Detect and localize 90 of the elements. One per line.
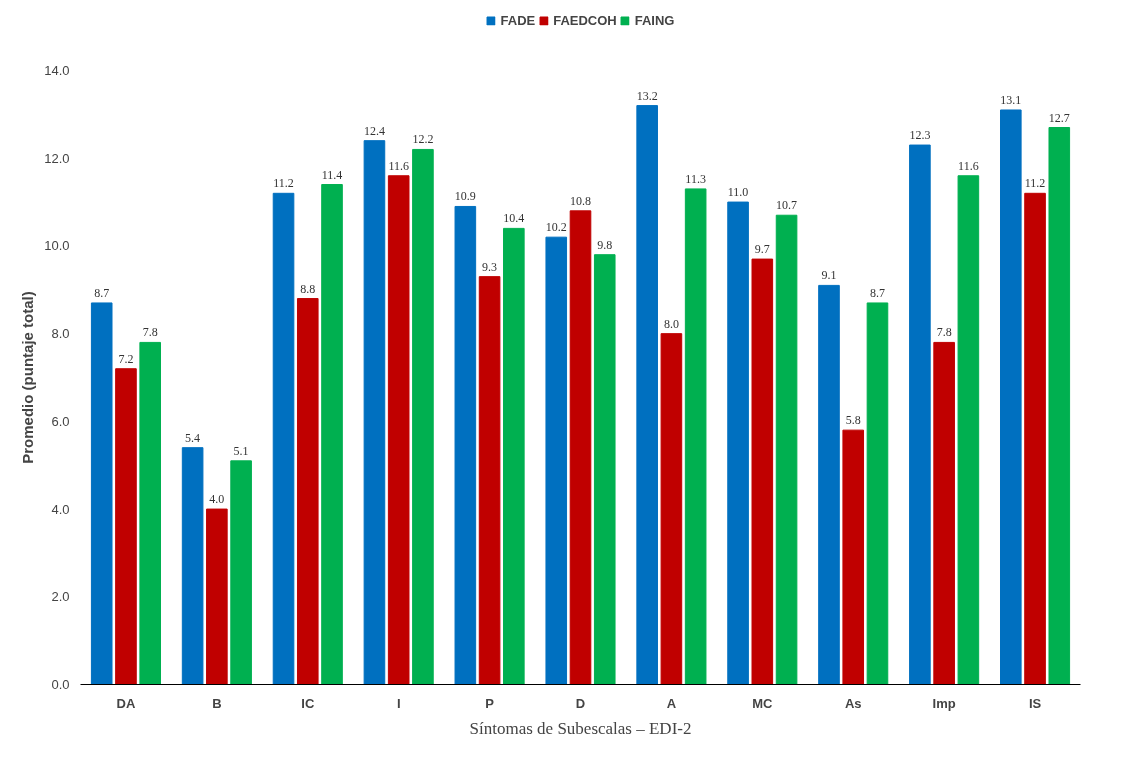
- bar: [181, 447, 204, 685]
- bar: [957, 175, 980, 685]
- data-label: 11.6: [388, 158, 409, 173]
- bar: [593, 254, 616, 685]
- bar: [230, 460, 252, 685]
- y-tick-label: 8.0: [51, 326, 70, 342]
- data-label: 13.2: [636, 88, 658, 103]
- data-label: 5.8: [845, 413, 861, 428]
- bar: [727, 201, 749, 685]
- bar: [363, 140, 386, 685]
- bar: [90, 302, 113, 685]
- y-axis-title: Promedio (puntaje total): [19, 291, 37, 464]
- data-label: 7.8: [936, 325, 952, 340]
- y-tick-label: 4.0: [51, 501, 70, 517]
- x-tick-label: As: [844, 695, 862, 711]
- bar: [545, 236, 568, 685]
- data-label: 10.2: [545, 220, 567, 235]
- x-tick-label: IC: [301, 695, 315, 711]
- data-label: 12.4: [363, 123, 385, 138]
- bar: [503, 227, 525, 685]
- bar: [909, 144, 931, 685]
- bar: [412, 148, 434, 685]
- data-label: 10.7: [776, 198, 798, 213]
- x-axis-title: Síntomas de Subescalas – EDI-2: [469, 718, 692, 738]
- data-label: 8.8: [300, 281, 316, 296]
- data-label: 12.2: [412, 132, 434, 147]
- bar: [115, 368, 137, 685]
- data-label: 9.3: [482, 259, 498, 274]
- data-label: 10.9: [454, 189, 476, 204]
- bar: [387, 175, 410, 685]
- bar: [818, 284, 840, 685]
- data-label: 10.8: [570, 193, 591, 208]
- bar: [272, 192, 295, 685]
- x-tick-label: DA: [116, 695, 136, 711]
- data-label: 12.7: [1048, 110, 1070, 125]
- data-label: 4.0: [209, 492, 225, 507]
- legend-label: FAING: [634, 12, 675, 28]
- bar: [139, 341, 161, 685]
- data-label: 10.4: [503, 211, 525, 226]
- bar: [866, 302, 889, 685]
- data-label: 9.7: [754, 242, 770, 257]
- bar: [296, 298, 319, 685]
- bar: [842, 429, 865, 685]
- data-label: 9.1: [821, 268, 837, 283]
- data-label: 11.3: [685, 171, 706, 186]
- legend-label: FADE: [500, 12, 536, 28]
- bar: [660, 333, 683, 685]
- bar: [933, 341, 955, 685]
- legend-label: FAEDCOH: [553, 12, 617, 28]
- data-label: 11.2: [1024, 176, 1046, 191]
- data-label: 7.2: [118, 351, 134, 366]
- data-label: 5.1: [233, 443, 249, 458]
- data-label: 8.7: [869, 285, 885, 300]
- data-label: 8.7: [94, 285, 110, 300]
- bar: [775, 214, 798, 685]
- bar: [569, 210, 592, 685]
- bar: [684, 188, 707, 685]
- data-label: 7.8: [142, 325, 158, 340]
- data-label: 5.4: [185, 430, 201, 445]
- bar: [636, 105, 658, 685]
- x-tick-label: IS: [1028, 695, 1042, 711]
- data-label: 12.3: [909, 128, 931, 143]
- bar: [751, 258, 774, 685]
- data-label: 8.0: [663, 316, 679, 331]
- bar: [1024, 192, 1046, 685]
- x-tick-label: Imp: [932, 695, 956, 711]
- x-tick-label: MC: [752, 695, 774, 711]
- x-tick-label: B: [212, 695, 222, 711]
- y-tick-label: 0.0: [51, 677, 70, 692]
- bar: [454, 205, 477, 685]
- y-tick-label: 12.0: [44, 150, 70, 166]
- data-label: 9.8: [597, 237, 613, 252]
- x-tick-label: D: [575, 695, 586, 711]
- data-label: 11.4: [321, 167, 343, 182]
- data-label: 11.6: [958, 158, 979, 173]
- data-label: 11.2: [273, 176, 294, 191]
- bar: [206, 508, 228, 685]
- bar: [478, 276, 501, 685]
- x-tick-label: P: [485, 695, 495, 711]
- bar: [1000, 109, 1022, 685]
- bar: [1048, 127, 1071, 685]
- x-tick-label: A: [666, 695, 677, 711]
- x-tick-label: I: [396, 695, 401, 711]
- y-tick-label: 6.0: [51, 413, 70, 429]
- y-tick-label: 10.0: [44, 238, 70, 254]
- bar: [321, 184, 343, 685]
- data-label: 13.1: [1000, 92, 1022, 107]
- data-label: 11.0: [727, 185, 749, 200]
- y-tick-label: 14.0: [44, 63, 70, 78]
- y-tick-label: 2.0: [51, 589, 70, 605]
